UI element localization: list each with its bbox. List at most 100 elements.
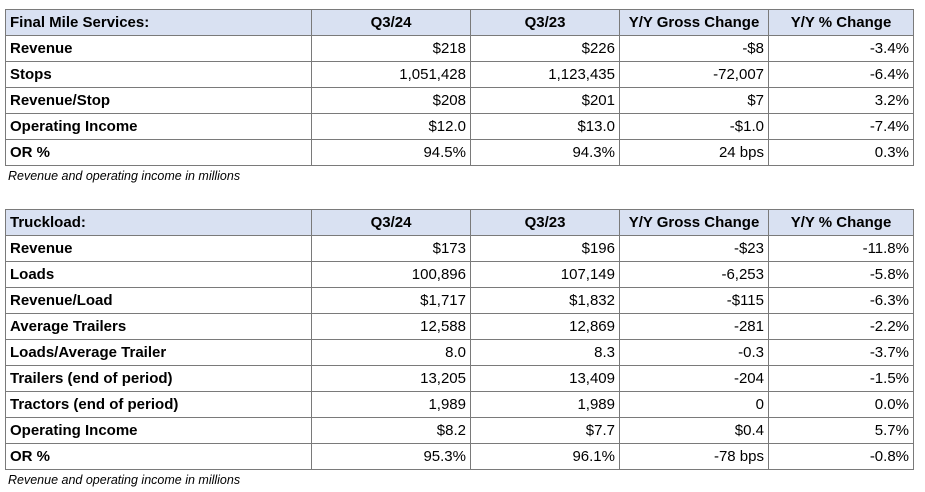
row-label: OR % (5, 443, 312, 470)
column-header-pct-change: Y/Y % Change (768, 209, 914, 236)
cell-q3-24: $12.0 (311, 113, 471, 140)
table-row: Revenue/Load $1,717 $1,832 -$115 -6.3% (5, 287, 914, 314)
cell-gross-change: -$1.0 (619, 113, 769, 140)
cell-pct-change: 0.3% (768, 139, 914, 166)
row-label: Revenue/Load (5, 287, 312, 314)
table-row: Revenue $173 $196 -$23 -11.8% (5, 235, 914, 262)
cell-pct-change: -2.2% (768, 313, 914, 340)
row-label: Operating Income (5, 417, 312, 444)
table-row: Trailers (end of period) 13,205 13,409 -… (5, 365, 914, 392)
cell-pct-change: -3.7% (768, 339, 914, 366)
column-header-gross-change: Y/Y Gross Change (619, 209, 769, 236)
cell-q3-23: 13,409 (470, 365, 620, 392)
row-label: Loads/Average Trailer (5, 339, 312, 366)
row-label: Revenue (5, 35, 312, 62)
final-mile-table: Final Mile Services: Q3/24 Q3/23 Y/Y Gro… (5, 9, 914, 166)
table-row: Loads/Average Trailer 8.0 8.3 -0.3 -3.7% (5, 339, 914, 366)
cell-gross-change: -$115 (619, 287, 769, 314)
cell-q3-24: $1,717 (311, 287, 471, 314)
row-label: Tractors (end of period) (5, 391, 312, 418)
cell-q3-24: 1,051,428 (311, 61, 471, 88)
cell-q3-24: $8.2 (311, 417, 471, 444)
cell-gross-change: $0.4 (619, 417, 769, 444)
table-header-row: Truckload: Q3/24 Q3/23 Y/Y Gross Change … (5, 209, 914, 236)
cell-q3-23: 107,149 (470, 261, 620, 288)
table-row: Operating Income $12.0 $13.0 -$1.0 -7.4% (5, 113, 914, 140)
table-row: Average Trailers 12,588 12,869 -281 -2.2… (5, 313, 914, 340)
cell-gross-change: $7 (619, 87, 769, 114)
cell-q3-23: 1,989 (470, 391, 620, 418)
cell-q3-24: $218 (311, 35, 471, 62)
table-row: OR % 94.5% 94.3% 24 bps 0.3% (5, 139, 914, 166)
cell-gross-change: -0.3 (619, 339, 769, 366)
cell-pct-change: -11.8% (768, 235, 914, 262)
table-title: Final Mile Services: (5, 9, 312, 36)
cell-q3-24: 95.3% (311, 443, 471, 470)
cell-q3-23: $196 (470, 235, 620, 262)
cell-q3-23: $226 (470, 35, 620, 62)
cell-pct-change: 5.7% (768, 417, 914, 444)
cell-pct-change: -7.4% (768, 113, 914, 140)
cell-gross-change: -281 (619, 313, 769, 340)
cell-q3-23: $201 (470, 87, 620, 114)
cell-q3-23: $13.0 (470, 113, 620, 140)
table-title: Truckload: (5, 209, 312, 236)
cell-q3-24: 100,896 (311, 261, 471, 288)
table-header-row: Final Mile Services: Q3/24 Q3/23 Y/Y Gro… (5, 9, 914, 36)
cell-pct-change: -0.8% (768, 443, 914, 470)
cell-pct-change: 0.0% (768, 391, 914, 418)
table-row: Tractors (end of period) 1,989 1,989 0 0… (5, 391, 914, 418)
cell-pct-change: -5.8% (768, 261, 914, 288)
column-header-q3-23: Q3/23 (470, 9, 620, 36)
row-label: Average Trailers (5, 313, 312, 340)
truckload-table: Truckload: Q3/24 Q3/23 Y/Y Gross Change … (5, 209, 914, 470)
column-header-q3-23: Q3/23 (470, 209, 620, 236)
cell-q3-24: 12,588 (311, 313, 471, 340)
report-sheet: Final Mile Services: Q3/24 Q3/23 Y/Y Gro… (5, 9, 914, 490)
cell-gross-change: -204 (619, 365, 769, 392)
table-row: Revenue $218 $226 -$8 -3.4% (5, 35, 914, 62)
cell-pct-change: -1.5% (768, 365, 914, 392)
cell-pct-change: 3.2% (768, 87, 914, 114)
row-label: Stops (5, 61, 312, 88)
cell-pct-change: -3.4% (768, 35, 914, 62)
row-label: Revenue/Stop (5, 87, 312, 114)
cell-gross-change: -78 bps (619, 443, 769, 470)
table-row: Stops 1,051,428 1,123,435 -72,007 -6.4% (5, 61, 914, 88)
cell-gross-change: -6,253 (619, 261, 769, 288)
cell-gross-change: 0 (619, 391, 769, 418)
table-row: Loads 100,896 107,149 -6,253 -5.8% (5, 261, 914, 288)
cell-q3-24: $173 (311, 235, 471, 262)
table-row: Operating Income $8.2 $7.7 $0.4 5.7% (5, 417, 914, 444)
column-header-gross-change: Y/Y Gross Change (619, 9, 769, 36)
cell-gross-change: 24 bps (619, 139, 769, 166)
table-row: OR % 95.3% 96.1% -78 bps -0.8% (5, 443, 914, 470)
cell-pct-change: -6.3% (768, 287, 914, 314)
cell-q3-24: $208 (311, 87, 471, 114)
section-spacer (5, 186, 913, 209)
cell-gross-change: -72,007 (619, 61, 769, 88)
column-header-q3-24: Q3/24 (311, 209, 471, 236)
cell-gross-change: -$8 (619, 35, 769, 62)
footnote: Revenue and operating income in millions (8, 473, 241, 487)
table-row: Revenue/Stop $208 $201 $7 3.2% (5, 87, 914, 114)
row-label: Loads (5, 261, 312, 288)
cell-pct-change: -6.4% (768, 61, 914, 88)
cell-q3-23: $7.7 (470, 417, 620, 444)
cell-q3-24: 1,989 (311, 391, 471, 418)
cell-q3-23: 96.1% (470, 443, 620, 470)
cell-gross-change: -$23 (619, 235, 769, 262)
cell-q3-23: 1,123,435 (470, 61, 620, 88)
row-label: OR % (5, 139, 312, 166)
cell-q3-23: 94.3% (470, 139, 620, 166)
cell-q3-23: 8.3 (470, 339, 620, 366)
cell-q3-23: $1,832 (470, 287, 620, 314)
row-label: Operating Income (5, 113, 312, 140)
footnote: Revenue and operating income in millions (8, 169, 241, 183)
cell-q3-24: 8.0 (311, 339, 471, 366)
row-label: Trailers (end of period) (5, 365, 312, 392)
cell-q3-24: 13,205 (311, 365, 471, 392)
cell-q3-23: 12,869 (470, 313, 620, 340)
column-header-pct-change: Y/Y % Change (768, 9, 914, 36)
cell-q3-24: 94.5% (311, 139, 471, 166)
